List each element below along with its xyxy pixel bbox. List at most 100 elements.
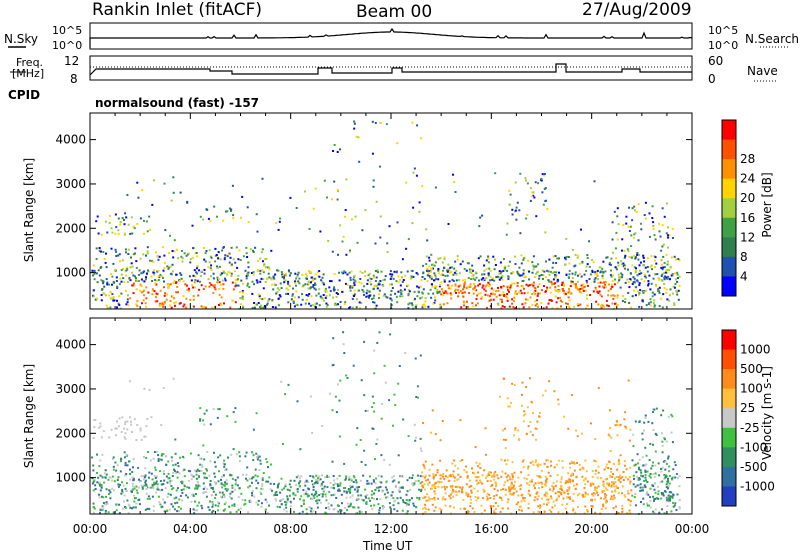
data-cell [437, 486, 440, 489]
data-cell [212, 490, 215, 493]
data-cell [411, 484, 414, 487]
data-cell [398, 486, 401, 489]
data-cell [159, 302, 162, 305]
data-cell [224, 469, 227, 472]
data-cell [190, 500, 193, 503]
data-cell [511, 476, 514, 479]
data-cell [320, 279, 323, 282]
data-cell [257, 269, 259, 271]
data-cell [671, 292, 674, 295]
data-cell [423, 465, 426, 468]
data-cell [573, 462, 576, 465]
data-cell [173, 250, 176, 253]
data-cell [277, 304, 280, 307]
data-cell [422, 288, 425, 291]
data-cell [434, 506, 437, 509]
data-cell [101, 476, 104, 479]
data-cell [125, 473, 128, 476]
freq-unit-label: [MHz] [12, 67, 45, 80]
data-cell [93, 269, 96, 272]
data-cell [595, 469, 597, 472]
data-cell [325, 507, 328, 509]
y-tick-label: 2000 [55, 426, 86, 440]
data-cell [401, 295, 404, 298]
data-cell [225, 489, 228, 492]
data-cell [343, 462, 346, 465]
data-cell [323, 299, 326, 302]
data-cell [678, 284, 681, 287]
data-cell [408, 499, 411, 501]
data-cell [355, 443, 358, 446]
data-cell [225, 479, 228, 482]
data-cell [616, 434, 619, 437]
data-cell [448, 280, 451, 283]
data-cell [284, 279, 287, 282]
data-cell [611, 280, 614, 283]
data-cell [356, 298, 358, 301]
data-cell [107, 478, 110, 481]
data-cell [629, 272, 632, 275]
data-cell [571, 280, 574, 283]
data-cell [258, 295, 261, 298]
data-cell [288, 285, 291, 287]
data-cell [91, 456, 94, 459]
data-cell [131, 431, 133, 433]
data-cell [621, 273, 624, 276]
data-cell [462, 498, 465, 501]
data-cell [488, 474, 491, 476]
data-cell [511, 478, 514, 481]
data-cell [314, 302, 317, 305]
data-cell [132, 225, 135, 228]
data-cell [620, 260, 623, 263]
data-cell [302, 501, 305, 504]
data-cell [220, 272, 223, 275]
data-cell [121, 490, 124, 493]
data-cell [530, 283, 533, 286]
data-cell [202, 444, 205, 447]
data-cell [314, 288, 317, 291]
data-cell [431, 285, 434, 288]
data-cell [337, 510, 340, 513]
data-cell [234, 301, 237, 304]
data-cell [657, 288, 660, 291]
data-cell [434, 474, 437, 477]
data-cell [568, 496, 571, 499]
data-cell [428, 474, 431, 477]
data-cell [320, 482, 323, 485]
data-cell [202, 488, 205, 490]
data-cell [524, 413, 527, 416]
data-cell [649, 473, 652, 475]
data-cell [365, 501, 368, 504]
data-cell [148, 471, 151, 474]
data-cell [194, 275, 197, 278]
data-cell [192, 274, 195, 277]
data-cell [624, 411, 627, 414]
data-cell [637, 462, 640, 465]
data-cell [121, 259, 124, 262]
data-cell [196, 487, 199, 490]
data-cell [483, 277, 486, 280]
data-cell [653, 234, 656, 237]
data-cell [155, 279, 158, 282]
data-cell [229, 511, 232, 514]
data-cell [613, 210, 616, 213]
data-cell [518, 209, 521, 212]
data-cell [370, 504, 372, 507]
data-cell [432, 263, 435, 266]
data-cell [117, 254, 120, 257]
data-cell [99, 248, 102, 251]
data-cell [111, 283, 113, 286]
data-cell [124, 423, 127, 426]
x-tick-label: 20:00 [574, 522, 609, 536]
data-cell [94, 298, 97, 301]
data-cell [229, 473, 232, 476]
data-cell [643, 273, 646, 276]
data-cell [567, 427, 570, 430]
data-cell [641, 299, 644, 302]
data-cell [523, 477, 526, 480]
data-cell [133, 418, 136, 421]
data-cell [420, 488, 423, 491]
data-cell [100, 266, 103, 268]
data-cell [286, 498, 289, 501]
data-cell [523, 499, 526, 502]
